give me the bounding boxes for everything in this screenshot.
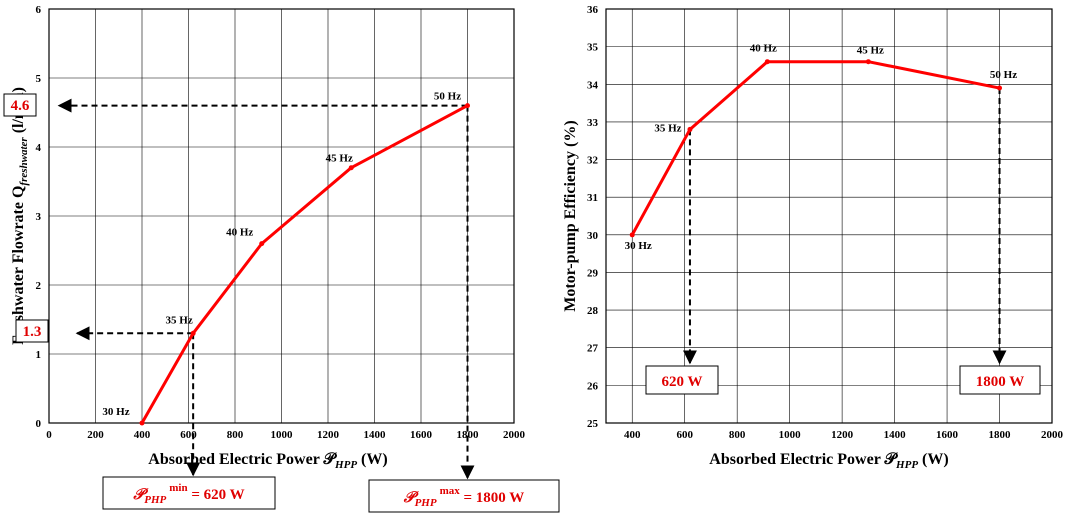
x-tick-labels: 400 600 800 1000 1200 1400 1600 1800 2000 [624, 429, 1064, 441]
y-tick-label: 31 [587, 192, 598, 204]
x-tick-label: 1400 [884, 429, 907, 441]
point-label: 50 Hz [434, 91, 461, 103]
y-axis-title: Freshwater Flowrate Qfreshwater (l/min) [10, 87, 30, 345]
point-label: 30 Hz [102, 406, 129, 418]
x-tick-label: 800 [227, 429, 244, 441]
svg-text:1800 W: 1800 W [976, 374, 1024, 390]
point-label: 45 Hz [326, 153, 353, 165]
data-point [687, 126, 693, 132]
y-tick-label: 3 [36, 211, 42, 223]
point-label: 35 Hz [166, 314, 193, 326]
point-label: 40 Hz [750, 43, 777, 55]
x-tick-labels: 0 200 400 600 800 1000 1200 1400 1600 1800 2000 [46, 429, 525, 441]
point-label: 40 Hz [226, 227, 253, 239]
callout-min-power: 𝒫PHPmin = 620 W [102, 476, 276, 510]
y-tick-label: 5 [36, 73, 42, 85]
x-tick-label: 2000 [1041, 429, 1064, 441]
y-tick-label: 36 [587, 4, 599, 16]
x-tick-label: 0 [46, 429, 52, 441]
data-point [259, 241, 265, 247]
callout-y-low: 1.3 [15, 319, 49, 343]
callout-y-high: 4.6 [3, 93, 37, 117]
y-tick-label: 25 [587, 418, 599, 430]
x-tick-label: 1400 [364, 429, 387, 441]
x-tick-label: 600 [676, 429, 693, 441]
x-tick-label: 200 [87, 429, 104, 441]
x-tick-label: 1600 [936, 429, 959, 441]
y-axis-title: Motor-pump Efficiency (%) [562, 120, 579, 311]
y-tick-label: 0 [36, 418, 42, 430]
x-tick-label: 800 [729, 429, 746, 441]
point-label: 35 Hz [654, 122, 681, 134]
series-line [139, 103, 470, 426]
guide-arrows [57, 98, 475, 480]
x-axis-title: Absorbed Electric Power 𝒫HPP (W) [709, 451, 948, 471]
callout-620w: 620 W [645, 365, 719, 395]
svg-text:𝒫PHPmin = 620 W: 𝒫PHPmin = 620 W [132, 482, 244, 506]
data-point [997, 85, 1003, 91]
callout-max-power: 𝒫PHPmax = 1800 W [368, 479, 560, 513]
callout-1800w: 1800 W [959, 365, 1041, 395]
y-tick-labels: 0 1 2 3 4 5 6 [36, 4, 42, 430]
x-tick-label: 600 [180, 429, 197, 441]
efficiency-chart: 400 600 800 1000 1200 1400 1600 1800 2000 25 26 27… [562, 4, 1064, 471]
grid [606, 8, 1053, 424]
x-axis-title: Absorbed Electric Power 𝒫HPP (W) [148, 451, 387, 471]
point-labels: 30 Hz 35 Hz 40 Hz 45 Hz 50 Hz [625, 43, 1018, 252]
guide-arrows [682, 88, 1007, 365]
point-labels: 30 Hz 35 Hz 40 Hz 45 Hz 50 Hz [102, 91, 461, 418]
svg-text:1.3: 1.3 [23, 324, 42, 340]
data-point [348, 165, 354, 171]
y-tick-label: 28 [587, 305, 599, 317]
y-tick-label: 1 [36, 349, 42, 361]
flowrate-chart: 0 200 400 600 800 1000 1200 1400 1600 1800 2000 0 1… [3, 4, 560, 513]
data-point [764, 59, 770, 65]
x-tick-label: 1600 [410, 429, 433, 441]
y-tick-label: 34 [587, 79, 599, 91]
y-tick-label: 29 [587, 267, 599, 279]
y-tick-label: 33 [587, 117, 599, 129]
svg-text:620 W: 620 W [662, 374, 703, 390]
x-tick-label: 2000 [503, 429, 526, 441]
plot-area [605, 8, 1053, 424]
y-tick-label: 4 [36, 142, 42, 154]
series-line [629, 59, 1003, 238]
x-tick-label: 1200 [831, 429, 854, 441]
x-tick-label: 1800 [457, 429, 480, 441]
data-point [629, 232, 635, 238]
y-tick-labels: 25 26 27 28 29 30 31 32 33 34 35 36 [587, 4, 599, 430]
point-label: 50 Hz [990, 69, 1017, 81]
x-tick-label: 400 [134, 429, 151, 441]
data-point [465, 103, 470, 109]
y-tick-label: 26 [587, 380, 599, 392]
point-label: 30 Hz [625, 240, 652, 252]
point-label: 45 Hz [857, 45, 884, 57]
x-tick-label: 1000 [271, 429, 294, 441]
x-tick-label: 1200 [317, 429, 340, 441]
data-point [139, 420, 145, 426]
svg-text:𝒫PHPmax = 1800 W: 𝒫PHPmax = 1800 W [403, 485, 525, 509]
y-tick-label: 32 [587, 155, 599, 167]
x-tick-label: 400 [624, 429, 641, 441]
y-tick-label: 27 [587, 343, 599, 355]
data-point [190, 330, 196, 336]
svg-text:4.6: 4.6 [11, 98, 30, 114]
y-tick-label: 35 [587, 42, 599, 54]
x-tick-label: 1000 [779, 429, 802, 441]
y-tick-label: 2 [36, 280, 42, 292]
y-tick-label: 6 [36, 4, 42, 16]
data-point [865, 59, 871, 65]
y-tick-label: 30 [587, 230, 599, 242]
x-tick-label: 1800 [989, 429, 1012, 441]
